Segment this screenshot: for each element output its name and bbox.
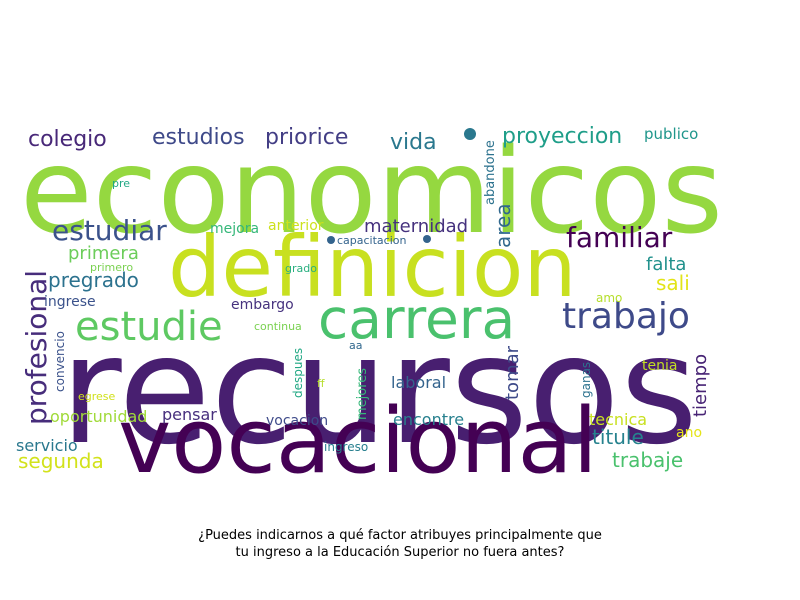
word-estudios: estudios	[152, 125, 245, 150]
word-pensar: pensar	[162, 405, 217, 424]
word-egrese: egrese	[78, 390, 116, 403]
word-tenia: tenia	[642, 358, 677, 374]
dot-mark	[423, 235, 431, 243]
word-tomar: tomar	[502, 345, 523, 400]
word-estudie: estudie	[75, 304, 223, 350]
word-estudiar: estudiar	[52, 214, 167, 247]
word-vida: vida	[390, 130, 437, 155]
word-abandone: abandone	[483, 140, 498, 205]
caption-line-2: tu ingreso a la Educación Superior no fu…	[235, 545, 565, 560]
dot-mark	[464, 128, 476, 140]
word-embargo: embargo	[231, 297, 294, 313]
word-familiar: familiar	[566, 221, 673, 254]
word-amo: amo	[596, 291, 622, 305]
word-mejora: mejora	[210, 221, 259, 237]
figure-caption: ¿Puedes indicarnos a qué factor atribuye…	[0, 527, 800, 561]
word-ano: ano	[676, 425, 702, 441]
word-priorice: priorice	[265, 125, 348, 150]
word-servicio: servicio	[16, 436, 78, 455]
word-oportunidad: oportunidad	[50, 407, 147, 426]
word-trabaje: trabaje	[612, 448, 683, 472]
word-grado: grado	[285, 262, 317, 275]
dot-mark	[327, 236, 335, 244]
word-ganas: ganas	[579, 362, 593, 398]
word-colegio: colegio	[28, 127, 107, 152]
word-profesional: profesional	[20, 270, 53, 425]
word-aa: aa	[349, 339, 362, 352]
word-sali: sali	[656, 271, 690, 295]
word-despues: despues	[291, 348, 305, 398]
caption-line-1: ¿Puedes indicarnos a qué factor atribuye…	[198, 528, 602, 543]
word-continua: continua	[254, 320, 302, 333]
word-pre: pre	[112, 177, 130, 190]
word-vocacion: vocacion	[266, 413, 328, 429]
word-economicos: economicos	[20, 122, 723, 260]
word-primera: primera	[68, 243, 139, 264]
word-carrera: carrera	[318, 287, 515, 351]
word-encontre: encontre	[393, 410, 464, 429]
word-definicion: definicion	[168, 218, 577, 316]
word-laboral: laboral	[391, 373, 446, 392]
word-cloud: economicos recursos definicion vocaciona…	[16, 122, 723, 494]
word-tecnica: tecnica	[589, 410, 647, 429]
word-ff: ff	[317, 377, 325, 390]
word-primero: primero	[90, 261, 133, 274]
word-tiempo: tiempo	[690, 354, 711, 417]
word-trabajo: trabajo	[562, 296, 690, 337]
word-capacitacion: capacitacion	[337, 234, 407, 247]
word-mejores: mejores	[355, 368, 370, 420]
word-area: area	[491, 203, 515, 248]
word-ingreso: ingreso	[324, 440, 368, 454]
word-convencio: convencio	[53, 331, 67, 392]
word-falta: falta	[646, 254, 686, 275]
word-anterior: anterior	[268, 218, 324, 234]
word-publico: publico	[644, 125, 698, 143]
word-segunda: segunda	[18, 449, 104, 473]
word-recursos: recursos	[60, 304, 698, 478]
word-pregrado: pregrado	[48, 268, 139, 292]
word-proyeccion: proyeccion	[502, 124, 622, 149]
word-titule: titule	[592, 425, 644, 449]
word-vocacional: vocacional	[118, 389, 598, 494]
word-maternidad: maternidad	[364, 216, 468, 237]
word-ingrese: ingrese	[44, 294, 96, 310]
